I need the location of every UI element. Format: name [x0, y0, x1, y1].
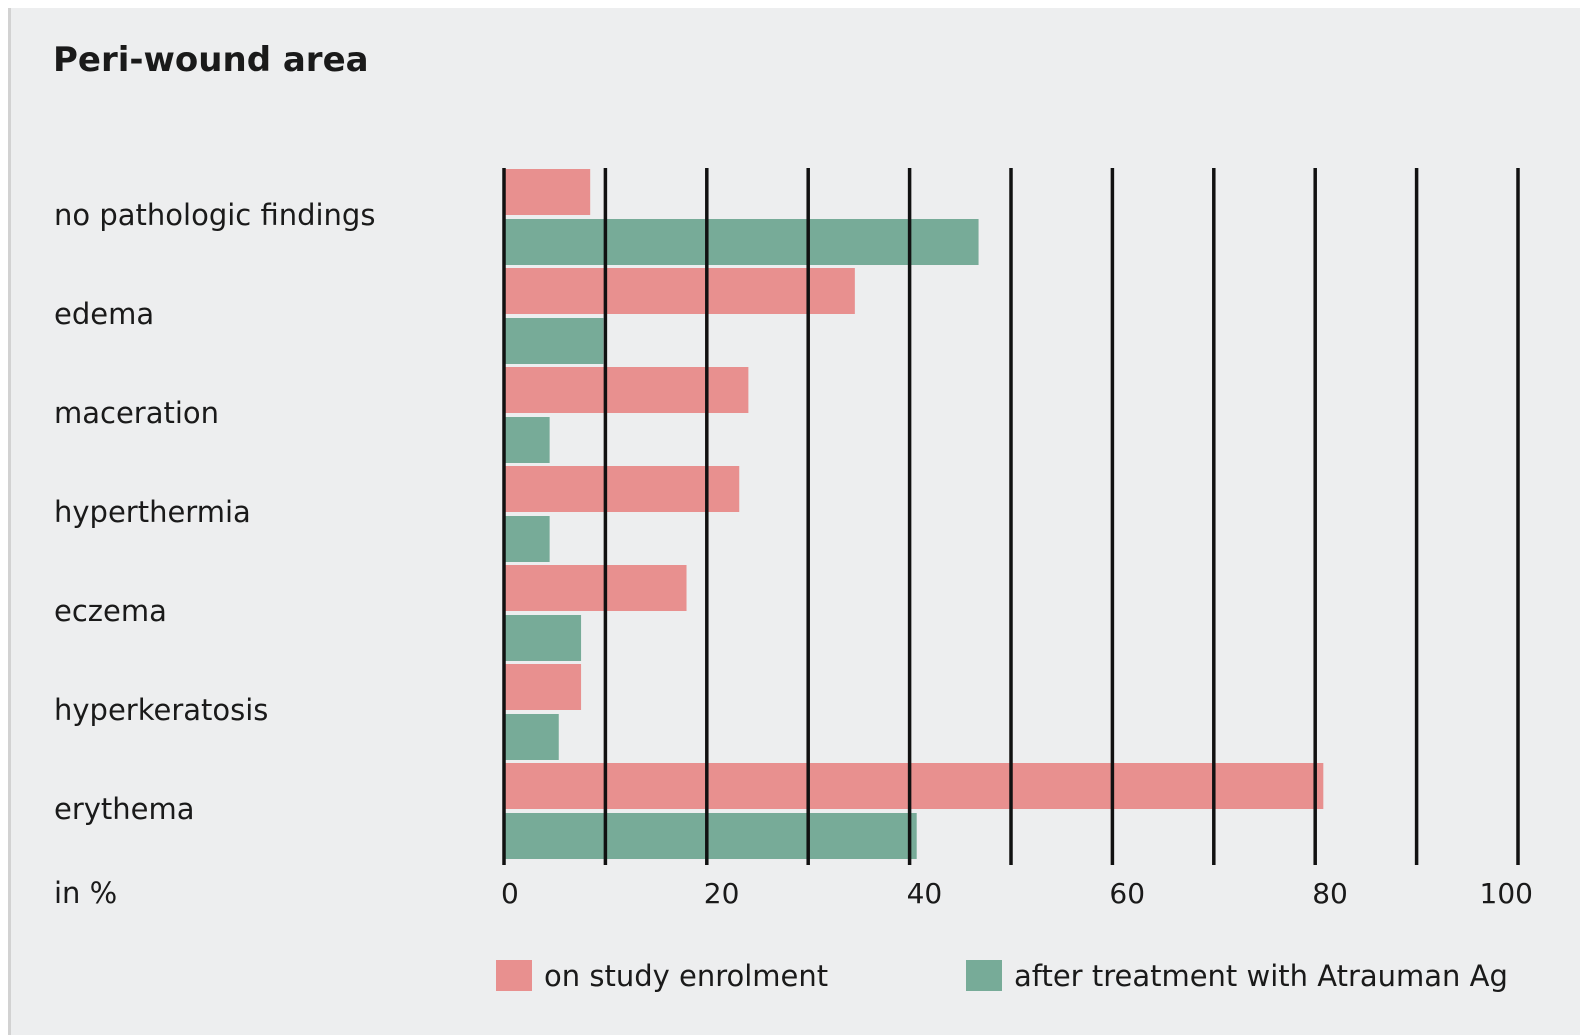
x-axis-label: in % — [54, 876, 117, 910]
bar-no-pathologic-findings-series-2 — [504, 219, 979, 265]
category-label-maceration: maceration — [54, 396, 219, 430]
category-label-eczema: eczema — [54, 594, 167, 628]
legend-label-2: after treatment with Atrauman Ag — [1014, 959, 1508, 993]
bar-eczema-series-1 — [504, 565, 687, 611]
bar-no-pathologic-findings-series-1 — [504, 169, 591, 215]
legend-swatch-2 — [966, 960, 1002, 991]
bar-erythema-series-1 — [504, 763, 1324, 809]
bar-hyperkeratosis-series-1 — [504, 664, 582, 710]
category-label-hyperkeratosis: hyperkeratosis — [54, 693, 268, 727]
bar-eczema-series-2 — [504, 615, 582, 661]
bar-edema-series-2 — [504, 318, 604, 364]
chart-title: Peri-wound area — [53, 40, 369, 80]
x-tick-100: 100 — [1480, 877, 1533, 910]
gridlines-layer — [502, 168, 1520, 865]
bar-chart: Peri-wound area no pathologic findings ed… — [53, 40, 1533, 993]
x-tick-60: 60 — [1109, 877, 1145, 910]
bar-hyperthermia-series-1 — [504, 466, 740, 512]
bar-erythema-series-2 — [504, 813, 917, 859]
category-label-no-pathologic-findings: no pathologic findings — [54, 198, 375, 232]
x-tick-0: 0 — [501, 877, 519, 910]
legend-label-1: on study enrolment — [544, 959, 828, 993]
category-label-erythema: erythema — [54, 792, 195, 826]
bar-maceration-series-2 — [504, 417, 550, 463]
bar-hyperthermia-series-2 — [504, 516, 550, 562]
x-tick-labels: 0 20 40 60 80 100 — [501, 877, 1533, 910]
category-label-edema: edema — [54, 297, 154, 331]
legend: on study enrolment after treatment with A… — [496, 959, 1508, 993]
category-label-hyperthermia: hyperthermia — [54, 495, 251, 529]
bars-layer — [504, 169, 1324, 859]
bar-maceration-series-1 — [504, 367, 749, 413]
chart-panel: Peri-wound area no pathologic findings ed… — [8, 8, 1580, 1035]
x-tick-40: 40 — [907, 877, 943, 910]
bar-edema-series-1 — [504, 268, 855, 314]
legend-swatch-1 — [496, 960, 532, 991]
x-tick-80: 80 — [1312, 877, 1348, 910]
x-tick-20: 20 — [704, 877, 740, 910]
category-labels: no pathologic findings edema maceration hyp… — [54, 198, 375, 826]
bar-hyperkeratosis-series-2 — [504, 714, 559, 760]
